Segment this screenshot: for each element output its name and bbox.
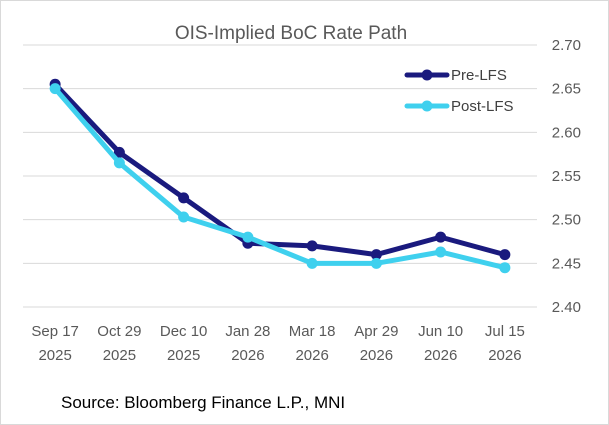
y-tick-label: 2.55 [552,168,581,185]
legend-label-pre-lfs: Pre-LFS [451,67,507,84]
y-tick-label: 2.70 [552,37,581,54]
chart-title: OIS-Implied BoC Rate Path [175,23,407,44]
data-point-post-lfs [178,211,190,223]
y-tick-label: 2.65 [552,81,581,98]
gridlines [23,44,537,308]
data-point-post-lfs [435,246,447,258]
x-tick-year-label: 2026 [488,347,521,364]
x-tick-year-label: 2025 [38,347,71,364]
data-point-post-lfs [370,257,382,269]
x-tick-label: Jul 15 [485,323,525,340]
data-point-pre-lfs [306,240,318,252]
x-tick-year-label: 2026 [424,347,457,364]
data-point-post-lfs [242,231,254,243]
y-tick-label: 2.60 [552,124,581,141]
y-tick-label: 2.50 [552,212,581,229]
legend-marker-pre-lfs [421,69,433,81]
x-tick-label: Mar 18 [289,323,336,340]
data-point-pre-lfs [113,146,125,158]
data-point-post-lfs [306,257,318,269]
x-tick-year-label: 2026 [231,347,264,364]
data-point-pre-lfs [178,192,190,204]
x-tick-year-label: 2026 [295,347,328,364]
x-tick-year-label: 2025 [103,347,136,364]
data-point-pre-lfs [499,249,511,261]
data-point-post-lfs [113,157,125,169]
data-point-post-lfs [49,83,61,95]
x-tick-year-label: 2026 [360,347,393,364]
x-tick-label: Dec 10 [160,323,208,340]
data-point-pre-lfs [435,231,447,243]
series-lines [49,78,511,274]
x-axis-ticks: Sep 17 2025 Oct 29 2025 Dec 10 2025 Jan 28 2026… [31,323,525,364]
data-point-post-lfs [499,262,511,274]
legend-label-post-lfs: Post-LFS [451,98,514,115]
source-note: Source: Bloomberg Finance L.P., MNI [61,393,345,412]
legend-marker-post-lfs [421,100,433,112]
x-tick-label: Sep 17 [31,323,79,340]
series-line-post-lfs [52,86,508,271]
y-tick-label: 2.45 [552,255,581,272]
series-line-pre-lfs [52,81,508,258]
y-axis-ticks: 2.40 2.45 2.50 2.55 2.60 2.65 2.70 [552,37,581,316]
x-tick-label: Apr 29 [354,323,398,340]
x-tick-label: Oct 29 [97,323,141,340]
x-tick-label: Jun 10 [418,323,463,340]
x-tick-label: Jan 28 [225,323,270,340]
y-tick-label: 2.40 [552,299,581,316]
x-tick-year-label: 2025 [167,347,200,364]
data-point-pre-lfs [370,249,382,261]
legend: Pre-LFS Post-LFS [404,67,514,115]
